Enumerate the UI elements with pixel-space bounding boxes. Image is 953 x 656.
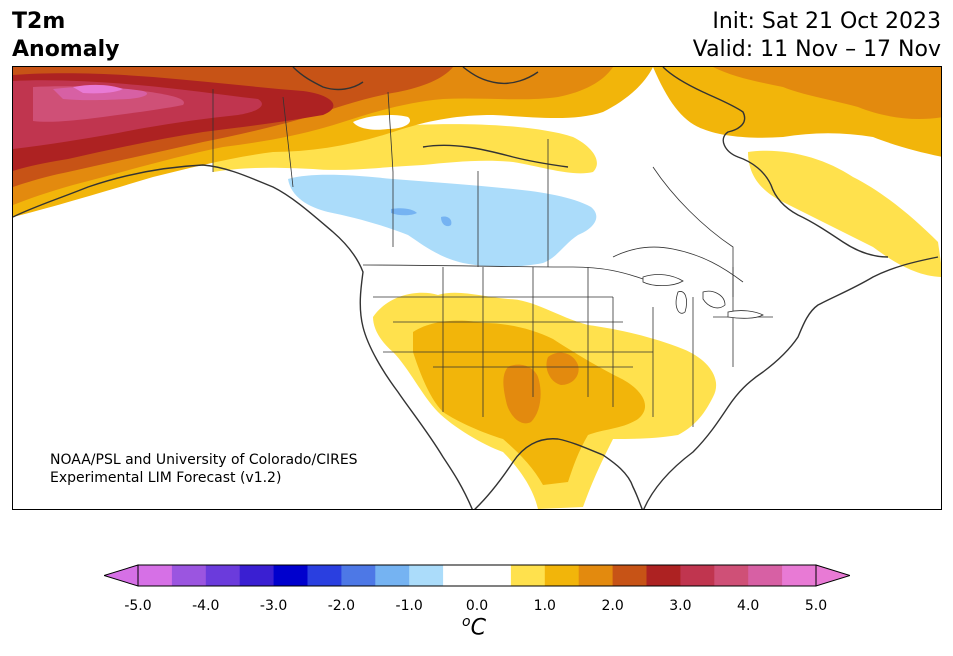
title-line-1: T2m bbox=[12, 9, 66, 34]
colorbar-tick-label: -2.0 bbox=[327, 598, 356, 614]
map-panel: NOAA/PSL and University of Colorado/CIRE… bbox=[12, 66, 942, 510]
forecast-dates: Init: Sat 21 Oct 2023 Valid: 11 Nov – 17… bbox=[693, 8, 941, 64]
colorbar-segment bbox=[748, 565, 783, 586]
colorbar-segment bbox=[171, 565, 207, 586]
colorbar-tick-label: 1.0 bbox=[533, 598, 556, 614]
colorbar-tick-label: 4.0 bbox=[737, 598, 760, 614]
colorbar-ticks: -5.0 -4.0 -3.0 -2.0 -1.0 0.0 1.0 2.0 3.0 4.0 5.0 bbox=[0, 598, 953, 618]
colorbar-segment bbox=[578, 565, 614, 586]
colorbar-tick-label: -1.0 bbox=[395, 598, 423, 614]
colorbar bbox=[104, 564, 850, 587]
colorbar-unit-base: C bbox=[470, 615, 486, 641]
colorbar-segment bbox=[239, 565, 275, 586]
title-line-2: Anomaly bbox=[12, 37, 120, 62]
colorbar-segment bbox=[646, 565, 681, 586]
colorbar-unit-superscript: o bbox=[462, 614, 471, 630]
colorbar-segment bbox=[138, 565, 173, 586]
colorbar-segment bbox=[205, 565, 241, 586]
map-title: T2m Anomaly bbox=[12, 8, 119, 64]
political-borders bbox=[212, 89, 773, 427]
colorbar-tick-label: -3.0 bbox=[259, 598, 288, 614]
colorbar-segment bbox=[409, 565, 444, 586]
credit-line-2: Experimental LIM Forecast (v1.2) bbox=[50, 470, 281, 486]
anomaly-region-minus1_5-dakota bbox=[441, 216, 452, 227]
colorbar-tick-label: 0.0 bbox=[465, 598, 489, 614]
colorbar-min-extension bbox=[104, 564, 139, 587]
colorbar-segment bbox=[714, 565, 749, 586]
colorbar-max-extension bbox=[815, 564, 850, 587]
anomaly-region-plus4_5-alaska bbox=[53, 86, 148, 101]
credit-line-1: NOAA/PSL and University of Colorado/CIRE… bbox=[50, 452, 358, 468]
credit: NOAA/PSL and University of Colorado/CIRE… bbox=[50, 452, 358, 486]
anomaly-region-plus1-east-canada bbox=[748, 150, 941, 277]
anomaly-region-plus2-east-canada bbox=[713, 67, 941, 119]
init-date: Init: Sat 21 Oct 2023 bbox=[712, 9, 941, 34]
colorbar-segment bbox=[375, 565, 410, 586]
colorbar-segment bbox=[782, 565, 817, 586]
colorbar-tick-label: 5.0 bbox=[804, 598, 828, 614]
anomaly-region-plus5-alaska bbox=[73, 84, 123, 94]
anomaly-region-plus2-texas bbox=[503, 364, 541, 424]
colorbar-segment bbox=[273, 565, 308, 586]
colorbar-tick-label: 2.0 bbox=[601, 598, 624, 614]
colorbar-unit: oC bbox=[462, 614, 486, 640]
colorbar-segment bbox=[307, 565, 342, 586]
colorbar-segment bbox=[443, 565, 478, 586]
colorbar-tick-label: -4.0 bbox=[192, 598, 220, 614]
colorbar-outline bbox=[137, 564, 817, 587]
anomaly-region-plus2-plains bbox=[546, 352, 579, 385]
colorbar-segment bbox=[612, 565, 647, 586]
anomaly-map: NOAA/PSL and University of Colorado/CIRE… bbox=[13, 67, 941, 509]
neutral-patch-canada bbox=[353, 114, 411, 130]
valid-range: Valid: 11 Nov – 17 Nov bbox=[692, 37, 941, 62]
colorbar-segment bbox=[477, 565, 512, 586]
colorbar-tick-label: -5.0 bbox=[124, 598, 152, 614]
colorbar-segment bbox=[510, 565, 546, 586]
colorbar-segment bbox=[544, 565, 580, 586]
great-lakes bbox=[642, 274, 764, 319]
coastlines bbox=[13, 67, 939, 509]
colorbar-tick-label: 3.0 bbox=[669, 598, 692, 614]
colorbar-segment bbox=[341, 565, 376, 586]
colorbar-segment bbox=[680, 565, 715, 586]
anomaly-region-minus1_5-plains bbox=[391, 208, 417, 216]
